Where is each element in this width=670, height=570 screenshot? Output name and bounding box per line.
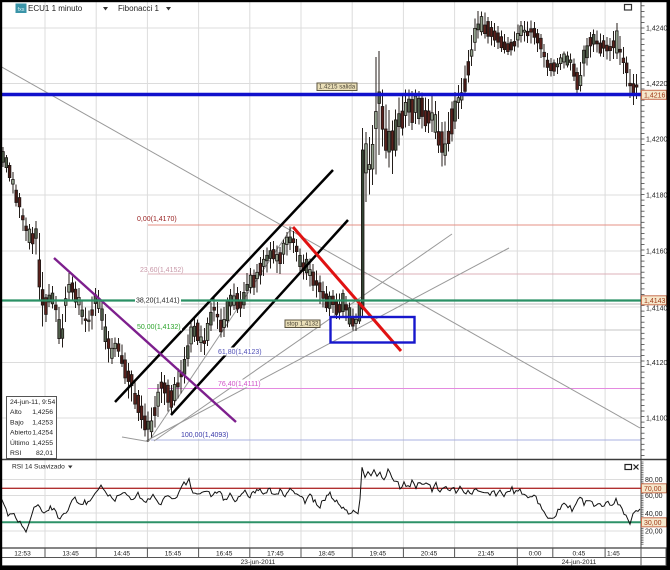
svg-text:RSI: RSI bbox=[10, 450, 21, 457]
svg-text:1,4180: 1,4180 bbox=[646, 193, 668, 200]
svg-text:24-jun-2011: 24-jun-2011 bbox=[562, 559, 597, 566]
svg-text:1,4254: 1,4254 bbox=[32, 430, 53, 437]
svg-text:0:45: 0:45 bbox=[573, 550, 586, 557]
svg-text:1,4120: 1,4120 bbox=[646, 360, 668, 367]
svg-text:1,4255: 1,4255 bbox=[32, 440, 53, 447]
svg-text:17:45: 17:45 bbox=[267, 550, 284, 557]
svg-text:16:45: 16:45 bbox=[216, 550, 233, 557]
svg-text:30,00: 30,00 bbox=[644, 520, 662, 527]
svg-text:18:45: 18:45 bbox=[318, 550, 335, 557]
svg-text:Último: Último bbox=[10, 438, 29, 447]
svg-text:1,4240: 1,4240 bbox=[646, 26, 668, 33]
svg-text:1,4216: 1,4216 bbox=[644, 92, 666, 99]
svg-text:23,60(1,4152): 23,60(1,4152) bbox=[140, 267, 184, 274]
svg-text:0,00(1,4170): 0,00(1,4170) bbox=[137, 216, 177, 223]
svg-text:1,4100: 1,4100 bbox=[646, 416, 668, 423]
svg-text:ECU1 1 minuto: ECU1 1 minuto bbox=[28, 4, 83, 13]
svg-text:12:53: 12:53 bbox=[14, 550, 31, 557]
svg-text:1,4256: 1,4256 bbox=[32, 409, 53, 416]
svg-text:21:45: 21:45 bbox=[478, 550, 495, 557]
svg-text:Bajo: Bajo bbox=[10, 419, 24, 426]
svg-text:13:45: 13:45 bbox=[62, 550, 79, 557]
svg-text:Fibonacci 1: Fibonacci 1 bbox=[118, 4, 159, 13]
svg-text:38,20(1,4141): 38,20(1,4141) bbox=[136, 298, 180, 305]
svg-text:50,00(1,4132): 50,00(1,4132) bbox=[137, 324, 181, 331]
svg-text:20:45: 20:45 bbox=[421, 550, 438, 557]
svg-text:1.4215 salida: 1.4215 salida bbox=[319, 84, 356, 91]
svg-text:82,01: 82,01 bbox=[36, 450, 53, 457]
svg-text:80,00: 80,00 bbox=[645, 477, 663, 484]
svg-text:0:00: 0:00 bbox=[529, 550, 542, 557]
svg-text:Alto: Alto bbox=[10, 409, 22, 416]
svg-text:61,80(1,4123): 61,80(1,4123) bbox=[218, 349, 262, 356]
svg-text:19:45: 19:45 bbox=[370, 550, 387, 557]
svg-text:fxs: fxs bbox=[17, 7, 24, 13]
svg-text:23-jun-2011: 23-jun-2011 bbox=[241, 559, 276, 566]
svg-text:100,00(1,4093): 100,00(1,4093) bbox=[181, 432, 228, 439]
svg-text:1,4140: 1,4140 bbox=[646, 306, 668, 313]
svg-text:24-jun-11, 9:54: 24-jun-11, 9:54 bbox=[10, 399, 55, 406]
svg-text:15:45: 15:45 bbox=[165, 550, 182, 557]
svg-text:14:45: 14:45 bbox=[114, 550, 131, 557]
svg-text:40,00: 40,00 bbox=[645, 511, 663, 518]
svg-text:60,00: 60,00 bbox=[645, 493, 663, 500]
svg-text:Abierto: Abierto bbox=[10, 430, 32, 437]
svg-text:1,4253: 1,4253 bbox=[32, 419, 53, 426]
svg-text:1,4220: 1,4220 bbox=[646, 81, 668, 88]
svg-text:70,00: 70,00 bbox=[644, 486, 662, 493]
svg-text:20,00: 20,00 bbox=[645, 529, 663, 536]
svg-text:1,4143: 1,4143 bbox=[644, 298, 666, 305]
svg-text:1,4200: 1,4200 bbox=[646, 137, 668, 144]
svg-text:stop 1.4132: stop 1.4132 bbox=[287, 321, 319, 328]
svg-text:76,40(1,4111): 76,40(1,4111) bbox=[218, 381, 261, 388]
svg-text:RSI 14 Suavizado: RSI 14 Suavizado bbox=[12, 464, 65, 471]
svg-text:1:45: 1:45 bbox=[607, 550, 620, 557]
svg-text:1,4160: 1,4160 bbox=[646, 249, 668, 256]
